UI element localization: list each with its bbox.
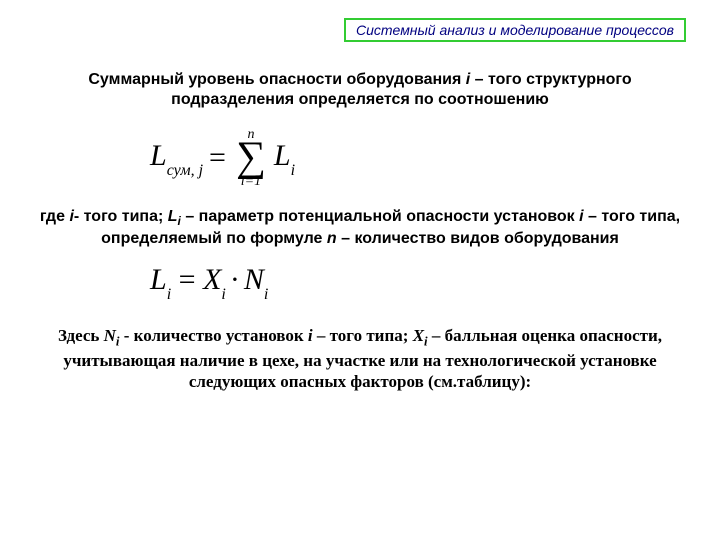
p2-n: n (327, 230, 337, 247)
f1-rhs: Li (274, 139, 295, 177)
f2-X: X (203, 263, 221, 296)
f1-rhs-sub: i (291, 162, 295, 179)
f2-Lsub: i (167, 286, 171, 303)
p3-t3: – того типа; (313, 326, 413, 345)
p3-t1: Здесь (58, 326, 104, 345)
paragraph-2: где i- того типа; Li – параметр потенциа… (28, 207, 692, 249)
formula-2: Li = Xi·Ni (150, 263, 268, 296)
f1-lhs-sub: сум, j (167, 162, 203, 179)
f1-lhs: Lсум, j (150, 139, 203, 177)
slide-page: Системный анализ и моделирование процесс… (0, 0, 720, 540)
formula-1-wrap: Lсум, j = n ∑ i=1 Li (150, 128, 700, 189)
paragraph-3: Здесь Ni - количество установок i – того… (54, 325, 666, 393)
paragraph-1: Суммарный уровень опасности оборудования… (50, 70, 670, 110)
f1-rhs-symbol: L (274, 139, 291, 172)
f2-eq: = (171, 263, 203, 296)
p2-t3: – параметр потенциальной опасности устан… (181, 208, 579, 225)
p2-t1: где (40, 208, 70, 225)
f2-dot: · (230, 263, 240, 296)
header-title: Системный анализ и моделирование процесс… (356, 22, 674, 38)
f1-eq: = (209, 141, 226, 175)
p3-t2: - количество установок (119, 326, 307, 345)
f2-L: L (150, 263, 167, 296)
f2-N: N (244, 263, 264, 296)
f1-sum: n ∑ i=1 (236, 128, 266, 189)
sigma-icon: ∑ (236, 140, 266, 176)
formula-1: Lсум, j = n ∑ i=1 Li (150, 128, 295, 189)
f2-Xsub: i (221, 286, 225, 303)
f2-Nsub: i (264, 286, 268, 303)
p2-t5: – количество видов оборудования (337, 230, 619, 247)
p3-N: N (104, 326, 116, 345)
p2-t2: - того типа; (74, 208, 168, 225)
p1-prefix: Суммарный уровень опасности оборудования (88, 71, 465, 88)
header-box: Системный анализ и моделирование процесс… (344, 18, 686, 42)
f1-lhs-symbol: L (150, 139, 167, 172)
formula-2-wrap: Li = Xi ·Ni (150, 263, 700, 301)
p2-L: L (168, 208, 178, 225)
f1-sum-bot: i=1 (241, 175, 261, 189)
p3-X: X (413, 326, 424, 345)
